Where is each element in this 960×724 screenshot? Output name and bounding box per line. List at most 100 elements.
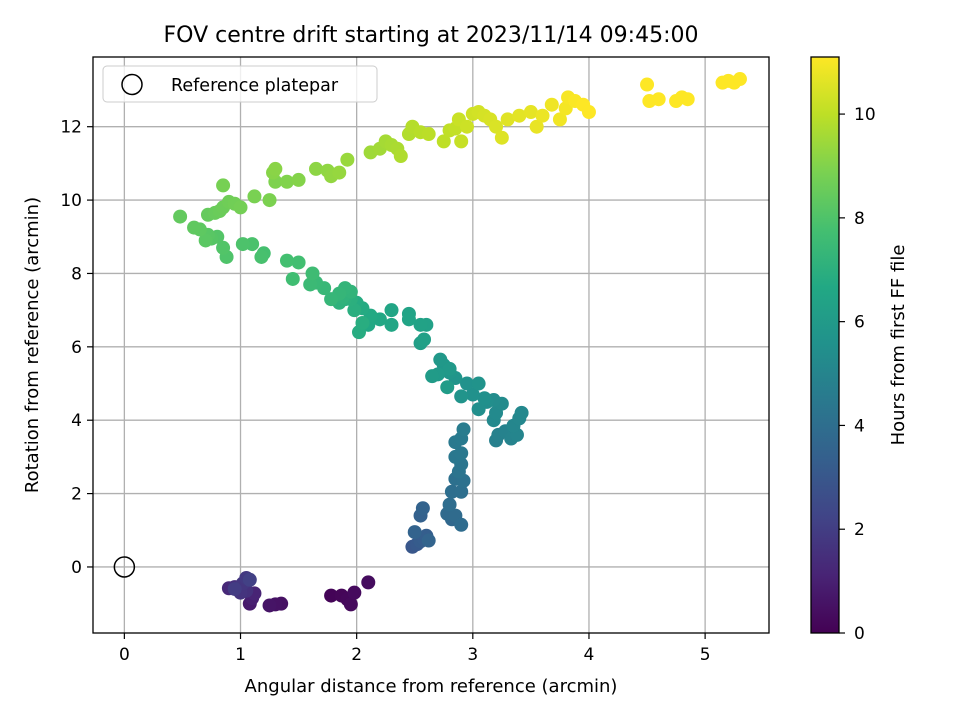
data-point — [285, 271, 300, 286]
y-tick-label: 0 — [71, 558, 82, 578]
data-point — [460, 376, 475, 391]
data-point — [535, 108, 550, 123]
legend: Reference platepar — [102, 65, 378, 103]
x-tick-label: 3 — [467, 645, 478, 665]
data-point — [523, 105, 538, 120]
data-point — [454, 134, 469, 149]
colorbar-ticks: 0 2 4 6 8 10 — [839, 105, 876, 644]
x-axis-label: Angular distance from reference (arcmin) — [245, 676, 618, 697]
colorbar-tick-label: 4 — [854, 416, 865, 436]
data-point — [361, 575, 376, 590]
y-tick-label: 10 — [60, 191, 82, 211]
data-point — [262, 598, 277, 613]
data-point — [247, 189, 262, 204]
x-tick-label: 4 — [584, 645, 595, 665]
data-point — [651, 92, 666, 107]
data-point — [417, 332, 432, 347]
colorbar-tick-label: 6 — [854, 313, 865, 333]
data-point — [216, 240, 231, 255]
data-point — [460, 119, 475, 134]
data-point — [413, 317, 428, 332]
data-point — [512, 108, 527, 123]
data-point — [340, 152, 355, 167]
data-point — [514, 405, 529, 420]
data-point — [242, 572, 257, 587]
legend-box — [102, 65, 378, 103]
legend-marker-icon — [121, 73, 143, 96]
data-point — [393, 149, 408, 164]
data-point — [324, 588, 339, 603]
data-point — [384, 303, 399, 318]
data-point — [500, 112, 515, 127]
data-point — [494, 130, 509, 145]
y-tick-label: 8 — [71, 264, 82, 284]
y-axis-ticks: 0 2 4 6 8 10 12 — [60, 118, 93, 578]
data-point — [442, 497, 457, 512]
plot-frame — [92, 56, 770, 634]
data-point — [454, 446, 469, 461]
data-point — [489, 119, 504, 134]
data-point — [279, 174, 294, 189]
data-point — [425, 369, 440, 384]
data-point — [640, 77, 655, 92]
x-axis-ticks: 0 1 2 3 4 5 — [119, 633, 711, 665]
data-point — [680, 92, 695, 107]
y-tick-label: 2 — [71, 485, 82, 505]
data-point — [291, 255, 306, 270]
data-point — [415, 501, 430, 516]
colorbar-tick-label: 0 — [854, 624, 865, 644]
data-point — [436, 134, 451, 149]
legend-entry-reference: Reference platepar — [171, 76, 339, 96]
data-point — [465, 387, 480, 402]
data-point — [235, 237, 250, 252]
data-point — [303, 277, 318, 292]
data-point — [279, 253, 294, 268]
data-point — [216, 178, 231, 193]
data-point — [581, 105, 596, 120]
x-tick-label: 1 — [235, 645, 246, 665]
colorbar-gradient — [810, 56, 840, 634]
chart-title: FOV centre drift starting at 2023/11/14 … — [164, 23, 699, 48]
data-point — [233, 200, 248, 215]
data-point — [433, 352, 448, 367]
data-point — [471, 376, 486, 391]
data-point — [355, 315, 370, 330]
y-axis-label: Rotation from reference (arcmin) — [22, 197, 43, 493]
colorbar-tick-label: 10 — [854, 105, 876, 125]
data-point — [544, 97, 559, 112]
data-point — [198, 233, 213, 248]
colorbar-label: Hours from first FF file — [888, 245, 909, 446]
data-point — [262, 193, 277, 208]
data-point — [421, 127, 436, 142]
data-points — [173, 72, 747, 613]
data-point — [384, 317, 399, 332]
x-tick-label: 2 — [351, 645, 362, 665]
data-point — [343, 597, 358, 612]
colorbar-tick-label: 8 — [854, 209, 865, 229]
data-point — [454, 389, 469, 404]
grid-lines — [93, 57, 769, 633]
data-point — [305, 266, 320, 281]
y-tick-label: 4 — [71, 411, 82, 431]
data-point — [268, 161, 283, 176]
data-point — [477, 391, 492, 406]
data-point — [456, 422, 471, 437]
data-point — [309, 161, 324, 176]
data-point — [442, 361, 457, 376]
reference-marker — [113, 556, 136, 578]
data-point — [324, 292, 339, 307]
data-point — [173, 209, 188, 224]
reference-point-marker — [113, 556, 136, 578]
x-tick-label: 5 — [700, 645, 711, 665]
data-point — [227, 581, 242, 596]
data-point — [187, 220, 202, 235]
data-point — [471, 402, 486, 417]
data-point — [529, 119, 544, 134]
data-point — [454, 484, 469, 499]
y-tick-label: 6 — [71, 338, 82, 358]
colorbar-tick-label: 2 — [854, 520, 865, 540]
data-point — [347, 303, 362, 318]
colorbar: 0 2 4 6 8 10 Hours from first FF file — [810, 56, 909, 644]
x-tick-label: 0 — [119, 645, 130, 665]
